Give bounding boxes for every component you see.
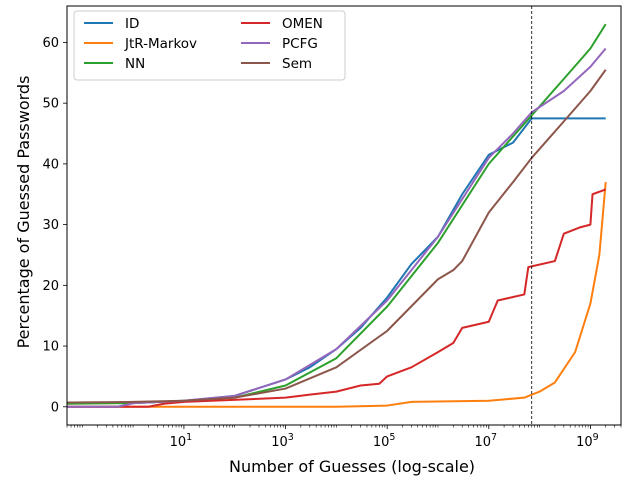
legend-label-sem: Sem [282, 56, 312, 72]
y-tick-label: 0 [51, 400, 59, 415]
y-tick-label: 30 [42, 218, 59, 233]
y-axis-label: Percentage of Guessed Passwords [14, 76, 33, 349]
y-tick-label: 60 [42, 36, 59, 51]
legend-label-nn: NN [125, 56, 145, 72]
series-line-sem [66, 69, 607, 404]
series-line-omen [67, 188, 607, 408]
legend-label-id: ID [125, 16, 139, 32]
y-tick-label: 50 [42, 97, 59, 112]
y-tick-label: 40 [42, 157, 59, 172]
y-tick-label: 10 [42, 340, 59, 355]
x-tick-label: 107 [474, 432, 497, 450]
x-tick-label: 105 [373, 432, 396, 450]
plot-area [66, 6, 607, 425]
x-axis-label: Number of Guesses (log-scale) [229, 457, 475, 476]
legend-label-pcfg: PCFG [282, 36, 318, 52]
x-tick-label: 101 [170, 432, 193, 450]
legend: ID JtR-Markov NN OMEN PCFG Sem [73, 10, 346, 81]
axes-frame [66, 5, 622, 426]
legend-label-omen: OMEN [282, 16, 323, 32]
y-tick-label: 20 [42, 279, 59, 294]
legend-box [73, 10, 346, 81]
series-line-jtr-markov [67, 182, 607, 408]
x-tick-label: 109 [576, 432, 599, 450]
legend-label-jtr-markov: JtR-Markov [124, 36, 197, 52]
x-tick-label: 103 [271, 432, 294, 450]
axes: 0 10 20 30 40 50 60 101 103 105 107 109 [42, 5, 622, 450]
